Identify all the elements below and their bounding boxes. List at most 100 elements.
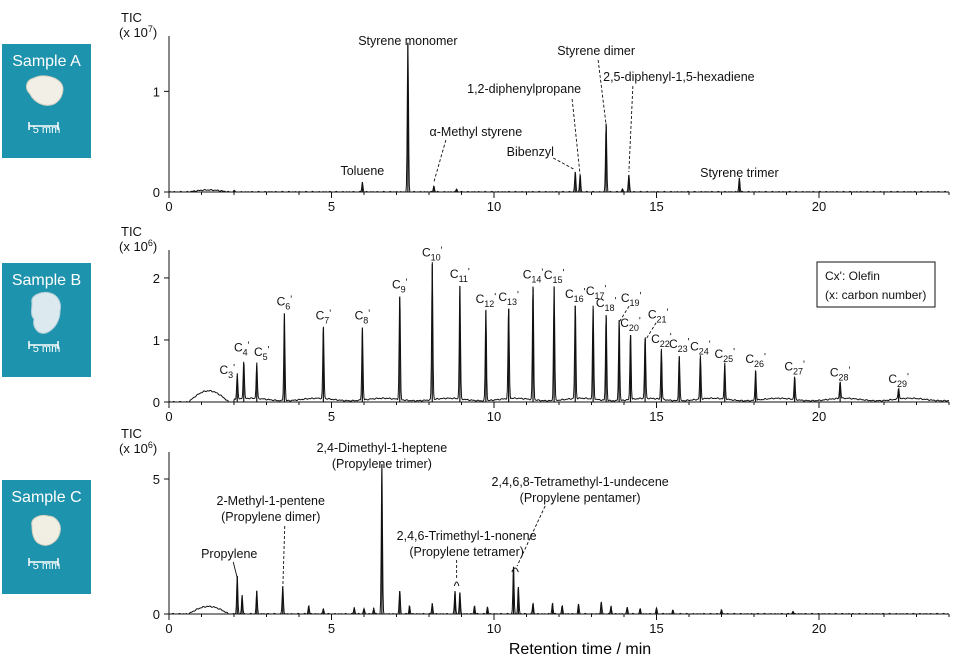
label-leader — [618, 305, 630, 323]
annotation-leader — [232, 561, 238, 579]
x-tick-label: 10 — [487, 621, 501, 636]
y-tick-label: 0 — [153, 395, 160, 410]
sample-b-photo-box: Sample B 5 mm — [2, 263, 91, 377]
x-tick-label: 10 — [487, 409, 501, 424]
annotation-leader — [628, 85, 634, 173]
y-tick-label: 0 — [153, 185, 160, 200]
y-axis-unit: (x 107) — [119, 24, 157, 40]
sample-a-scale-label: 5 mm — [32, 124, 61, 136]
y-axis-unit: (x 106) — [119, 238, 157, 254]
sample-a-photo-box: Sample A 5 mm — [2, 44, 91, 158]
legend-line-1: Cx': Olefin — [825, 269, 880, 283]
peak-carbon-label: C8' — [355, 309, 371, 326]
y-tick-label: 5 — [153, 472, 160, 487]
legend-box — [816, 261, 936, 308]
chromatogram-trace — [168, 42, 949, 193]
sample-a-label: Sample A — [12, 53, 81, 70]
peak-carbon-label: C10' — [422, 245, 443, 262]
peak-carbon-label: C29' — [888, 372, 909, 389]
annotation-bracket — [511, 567, 519, 573]
x-tick-label: 5 — [328, 199, 335, 214]
peak-annotation: 2-Methyl-1-pentene — [217, 494, 325, 508]
x-tick-label: 5 — [328, 621, 335, 636]
label-leader — [644, 322, 657, 341]
y-axis-title: TIC — [121, 10, 142, 25]
peak-annotation: 2,4,6,8-Tetramethyl-1-undecene — [492, 475, 669, 489]
panel-sample-b: 0 5 10 15 20 0 1 2 TIC(x 106) C3' C4' C5' C6' C7' C8' C… — [119, 224, 950, 424]
peak-carbon-label: C27' — [784, 359, 805, 376]
annotation-leader — [571, 98, 581, 176]
peak-annotation: (Propylene tetramer) — [409, 545, 524, 559]
x-axis-label: Retention time / min — [509, 641, 651, 658]
y-tick-label: 0 — [153, 607, 160, 622]
peak-carbon-label: C17' — [586, 284, 607, 301]
panel-sample-a: 0 5 10 15 20 0 1 TIC(x 107) Toluene Styrene monom… — [119, 10, 950, 214]
peak-annotation: (Propylene dimer) — [221, 510, 320, 524]
peak-carbon-label: C6' — [277, 294, 293, 311]
peak-carbon-label: C4' — [234, 341, 250, 358]
peak-annotation: Toluene — [340, 164, 384, 178]
peak-annotation: Styrene trimer — [700, 166, 779, 180]
sample-c-photo-box: Sample C 5 mm — [2, 480, 91, 594]
sample-b-label: Sample B — [11, 272, 82, 289]
x-tick-label: 20 — [812, 199, 826, 214]
peak-carbon-label: C21' — [648, 308, 669, 325]
peak-carbon-label: C26' — [745, 352, 766, 369]
peak-carbon-label: C3' — [219, 363, 235, 380]
x-tick-label: 0 — [165, 199, 172, 214]
sample-c-label: Sample C — [11, 489, 82, 506]
x-tick-label: 15 — [649, 199, 663, 214]
y-tick-label: 1 — [153, 84, 160, 99]
annotation-leader — [516, 505, 546, 567]
peak-carbon-label: C13' — [498, 290, 519, 307]
peak-carbon-label: C24' — [690, 340, 711, 357]
peak-carbon-label: C25' — [714, 347, 735, 364]
peak-carbon-label: C16' — [565, 287, 586, 304]
peak-carbon-label: C5' — [254, 345, 270, 362]
peak-annotation: α-Methyl styrene — [430, 125, 523, 139]
peak-carbon-label: C9' — [392, 278, 408, 295]
annotation-leader — [433, 139, 447, 183]
chromatogram-trace — [168, 262, 950, 403]
annotation-leader — [597, 59, 607, 126]
peak-annotation: Styrene monomer — [358, 34, 457, 48]
peak-carbon-label: C28' — [830, 366, 851, 383]
x-tick-label: 5 — [328, 409, 335, 424]
peak-carbon-label: C18' — [596, 296, 617, 313]
peak-annotation: (Propylene trimer) — [332, 457, 432, 471]
x-tick-label: 15 — [649, 409, 663, 424]
y-tick-label: 1 — [153, 333, 160, 348]
sample-b-scale-label: 5 mm — [32, 343, 61, 355]
peak-carbon-label: C23' — [669, 337, 690, 354]
peak-carbon-label: C20' — [620, 316, 641, 333]
peak-carbon-label: C7' — [316, 309, 332, 326]
peak-annotation: Propylene — [201, 547, 257, 561]
peak-annotation: 2,5-diphenyl-1,5-hexadiene — [603, 70, 755, 84]
legend-line-2: (x: carbon number) — [825, 288, 926, 302]
peak-carbon-label: C11' — [450, 267, 470, 284]
peak-annotation: Styrene dimer — [557, 44, 635, 58]
x-tick-label: 0 — [165, 409, 172, 424]
x-tick-label: 0 — [165, 621, 172, 636]
peak-annotation: Bibenzyl — [507, 145, 554, 159]
sample-a-specimen-icon — [26, 75, 64, 130]
peak-annotation: (Propylene pentamer) — [520, 491, 641, 505]
y-axis-title: TIC — [121, 224, 142, 239]
sample-c-scale-label: 5 mm — [32, 560, 61, 572]
peak-annotation: 2,4,6-Trimethyl-1-nonene — [397, 529, 537, 543]
x-tick-label: 15 — [649, 621, 663, 636]
peak-carbon-label: C14' — [523, 268, 544, 285]
peak-carbon-label: C15' — [544, 268, 565, 285]
sample-b-specimen-icon — [28, 292, 61, 349]
annotation-leader — [553, 157, 576, 171]
sample-c-specimen-icon — [28, 515, 61, 566]
annotation-bracket — [453, 581, 460, 587]
peak-carbon-label: C22' — [651, 332, 672, 349]
chromatogram-trace — [168, 469, 949, 615]
peak-carbon-label: C19' — [621, 291, 642, 308]
panel-sample-c: 0 5 10 15 20 0 5 TIC(x 106) Propylene 2-Methyl-1-… — [119, 426, 950, 636]
y-axis-title: TIC — [121, 426, 142, 441]
peak-annotation: 1,2-diphenylpropane — [467, 82, 581, 96]
annotation-leader — [282, 525, 286, 591]
